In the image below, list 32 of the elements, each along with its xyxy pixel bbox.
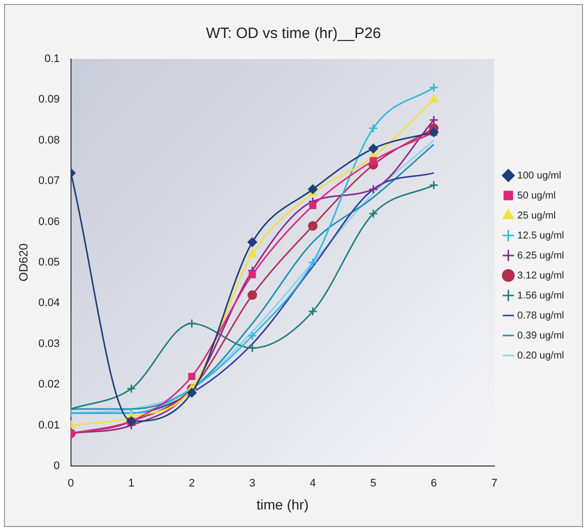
legend-label: 50 ug/ml bbox=[517, 190, 556, 202]
y-tick-label: 0.06 bbox=[38, 216, 60, 228]
x-tick-label: 6 bbox=[430, 478, 437, 490]
legend-label: 0.39 ug/ml bbox=[517, 330, 564, 342]
y-tick-label: 0.08 bbox=[38, 134, 60, 146]
legend-label: 12.5 ug/ml bbox=[517, 230, 564, 242]
y-tick-label: 0.1 bbox=[44, 53, 60, 66]
y-axis-title: OD620 bbox=[16, 243, 31, 282]
y-tick-label: 0.04 bbox=[38, 297, 60, 310]
legend-label: 6.25 ug/ml bbox=[517, 250, 564, 262]
y-tick-label: 0.07 bbox=[38, 175, 60, 188]
chart-title: WT: OD vs time (hr)__P26 bbox=[206, 25, 382, 42]
y-tick-label: 0.05 bbox=[38, 256, 60, 269]
legend-label: 25 ug/ml bbox=[517, 210, 556, 222]
legend-label: 3.12 ug/ml bbox=[517, 270, 564, 282]
legend-label: 0.20 ug/ml bbox=[517, 350, 564, 362]
y-tick-label: 0.02 bbox=[38, 378, 60, 391]
x-tick-label: 4 bbox=[310, 478, 316, 490]
y-tick-label: 0.09 bbox=[38, 94, 60, 106]
x-tick-label: 5 bbox=[370, 478, 376, 490]
x-tick-label: 7 bbox=[491, 478, 498, 490]
legend-label: 0.78 ug/ml bbox=[517, 310, 564, 322]
x-axis-title: time (hr) bbox=[256, 496, 309, 512]
x-tick-label: 0 bbox=[68, 478, 74, 490]
y-tick-label: 0.03 bbox=[38, 338, 60, 350]
y-tick-label: 0.01 bbox=[38, 419, 60, 432]
legend-label: 100 ug/ml bbox=[517, 170, 562, 182]
x-tick-label: 1 bbox=[128, 478, 134, 490]
x-tick-label: 2 bbox=[188, 478, 195, 490]
legend-label: 1.56 ug/ml bbox=[517, 290, 564, 302]
x-tick-label: 3 bbox=[249, 478, 256, 490]
y-tick-label: 0 bbox=[54, 460, 60, 472]
